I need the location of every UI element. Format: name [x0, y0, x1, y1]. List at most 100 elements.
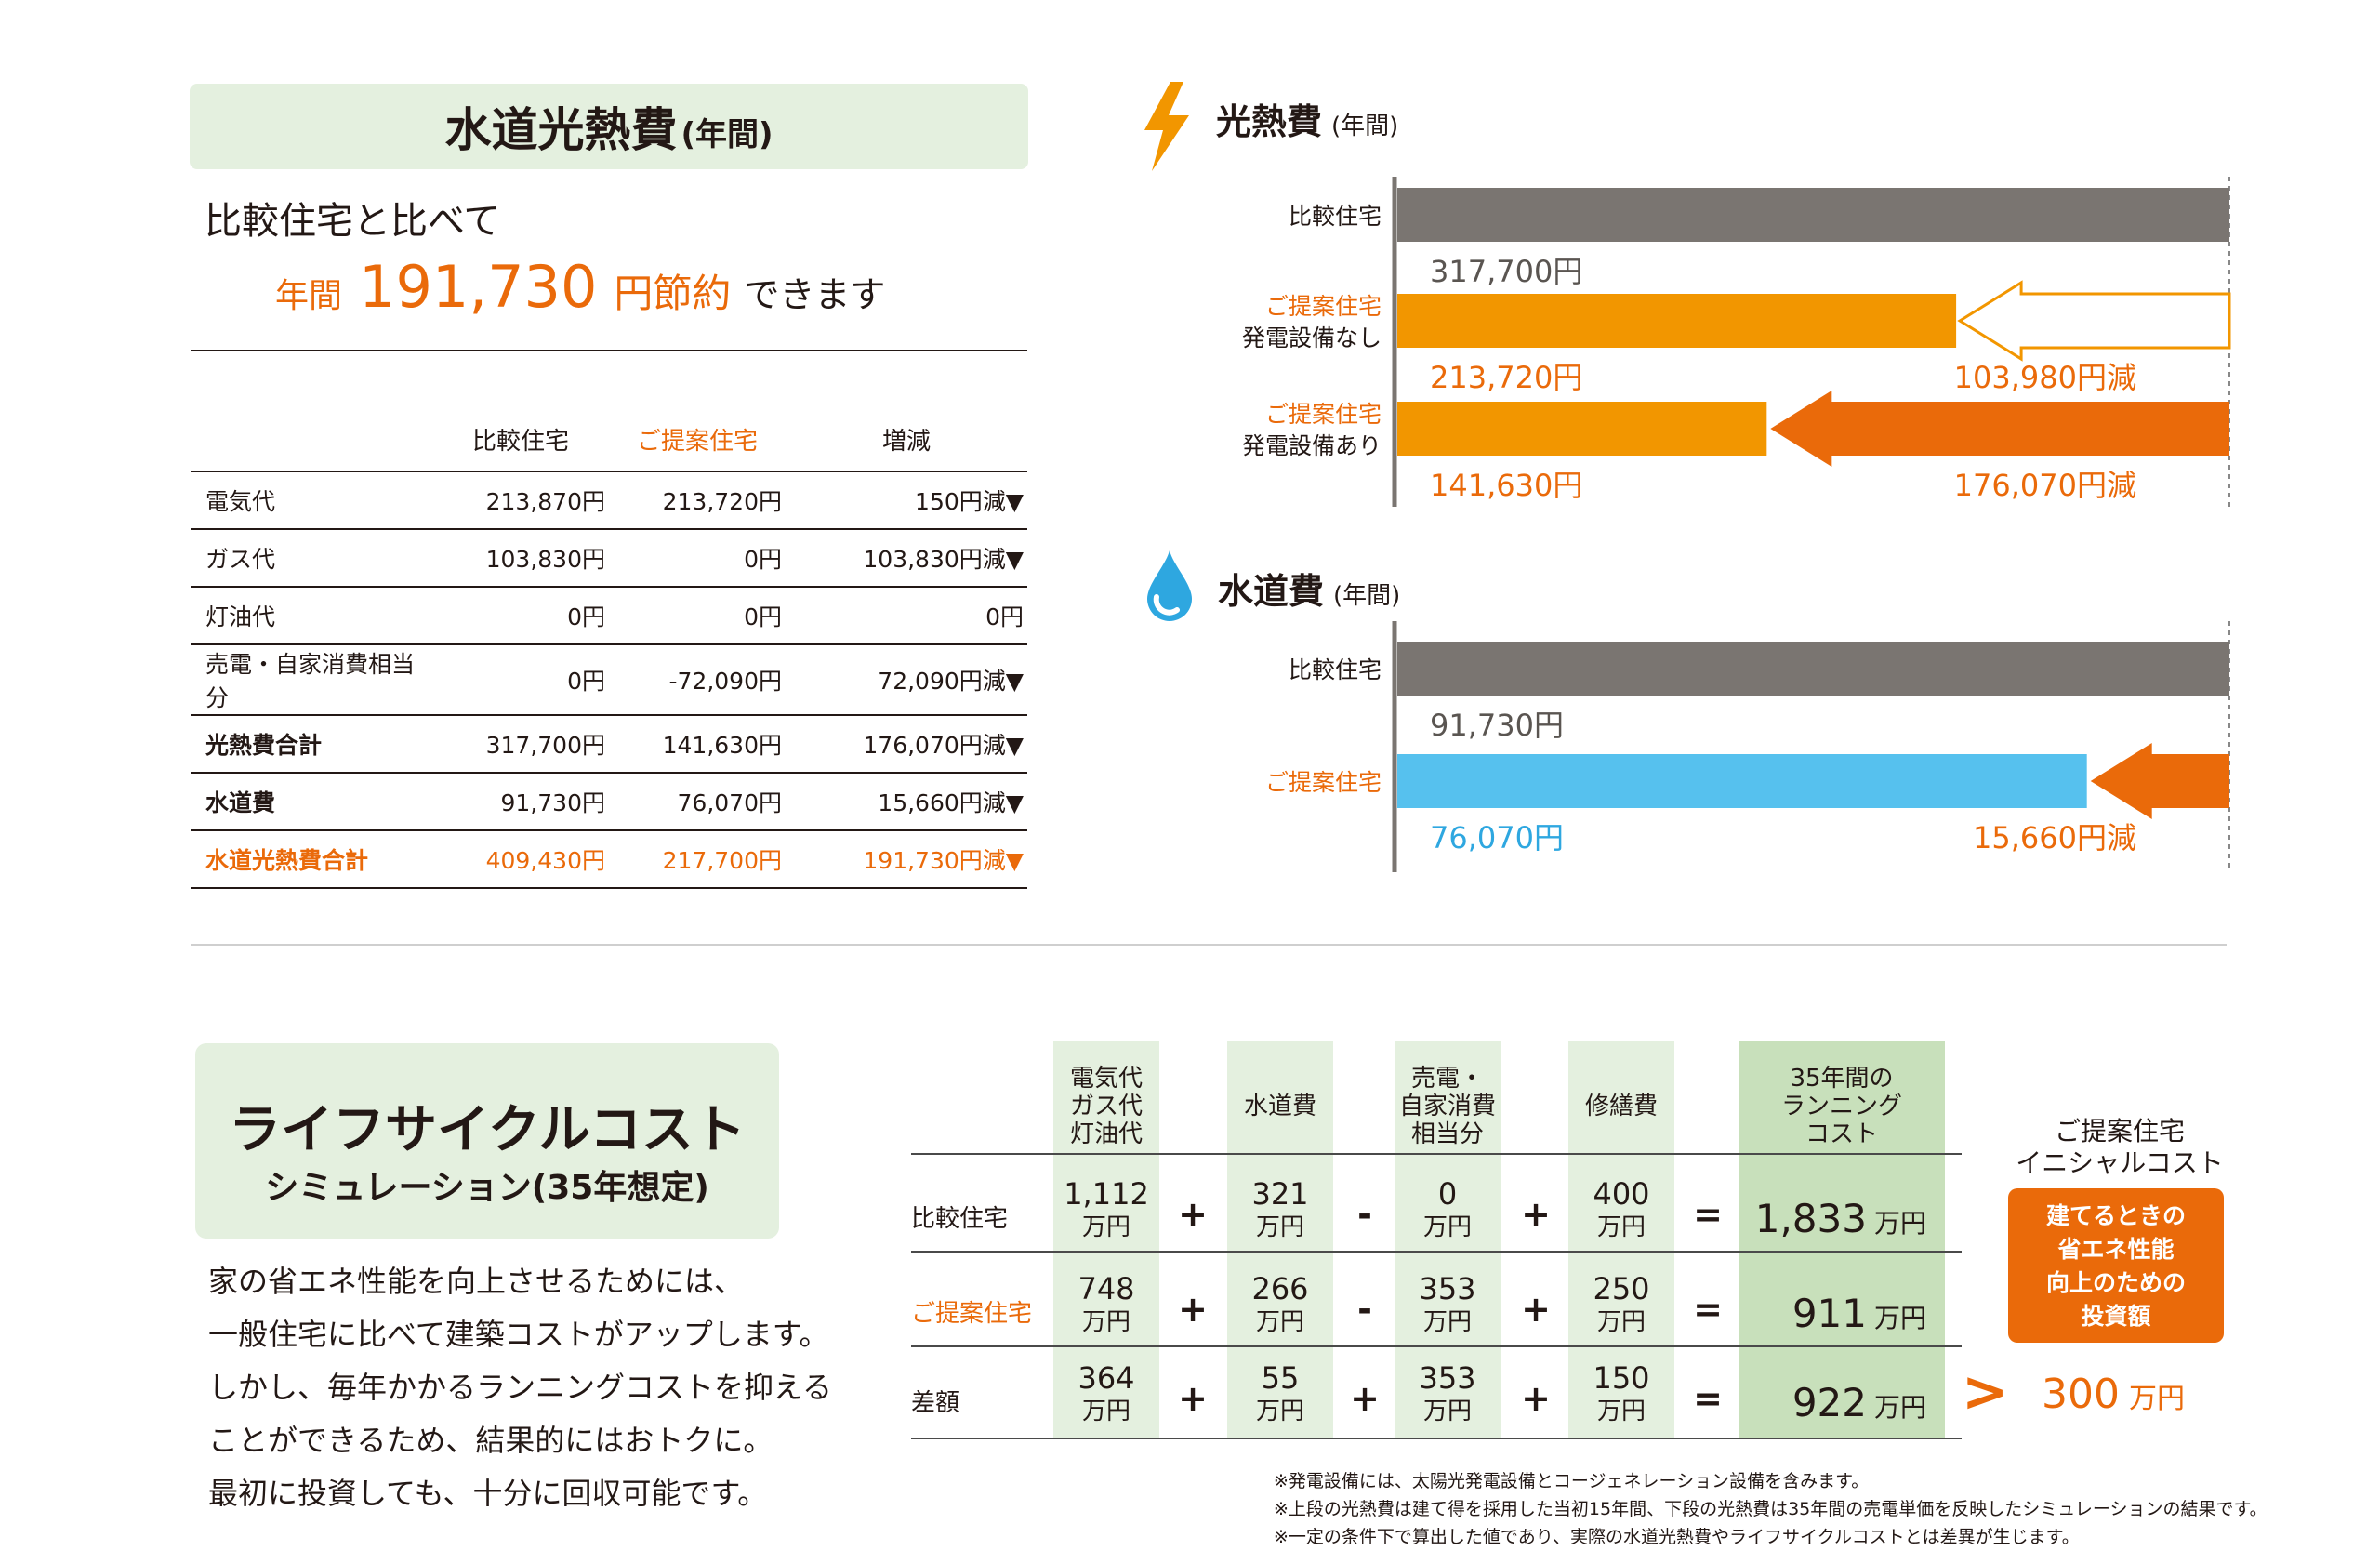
table-rule — [911, 1345, 1962, 1347]
cell-number: 55 — [1261, 1360, 1300, 1396]
column-header-line: 灯油代 — [1069, 1120, 1143, 1148]
cell-unit: 万円 — [1081, 1308, 1130, 1336]
greater-than-symbol: > — [1962, 1359, 2009, 1425]
water-chart-title-text: 水道費 — [1218, 571, 1325, 612]
description-line: ことができるため、結果的にはおトクに。 — [208, 1423, 774, 1458]
running-total-number: 1,833 — [1754, 1196, 1867, 1241]
utility-heading: 水道光熱費 (年間) — [190, 84, 1028, 169]
operator: + — [1521, 1378, 1551, 1419]
cell-unit: 万円 — [1422, 1308, 1472, 1336]
operator: = — [1693, 1289, 1723, 1330]
value-label: 141,630円 — [1430, 468, 1582, 503]
initial-cost-title: ご提案住宅 イニシャルコスト — [1999, 1116, 2241, 1179]
column-header-line: ランニング — [1780, 1093, 1902, 1120]
reduction-label: 176,070円減 — [1954, 468, 2136, 503]
lifecycle-heading: ライフサイクルコスト シミュレーション(35年想定) — [195, 1043, 779, 1239]
footnote-line: ※発電設備には、太陽光発電設備とコージェネレーション設備を含みます。 — [1274, 1471, 1870, 1491]
running-total-number: 922 — [1792, 1380, 1867, 1425]
cell-value: 1,112 万円 — [1053, 1177, 1159, 1244]
cell-value: 364 万円 — [1053, 1361, 1159, 1428]
operator: = — [1693, 1378, 1723, 1419]
saving-amount: 191,730 — [359, 253, 598, 321]
bar — [1397, 642, 2229, 696]
running-total: 911 万円 — [1739, 1291, 1926, 1336]
bar — [1397, 754, 2087, 808]
operator: + — [1178, 1378, 1208, 1419]
column-header-line: 自家消費 — [1398, 1093, 1496, 1120]
description-line: 家の省エネ性能を向上させるためには、 — [208, 1264, 745, 1299]
operator: + — [1350, 1378, 1380, 1419]
table-row: 灯油代 0円 0円 0円 — [191, 587, 1027, 645]
cell-diff: 0円 — [786, 587, 1027, 645]
operator: = — [1693, 1194, 1723, 1235]
table-header-proposal: ご提案住宅 — [609, 407, 786, 472]
cell-value: 266 万円 — [1227, 1272, 1333, 1339]
saving-prefix: 年間 — [275, 277, 343, 315]
cell-unit: 万円 — [1255, 1398, 1304, 1425]
initial-cost-box: 建てるときの 省エネ性能 向上のための 投資額 — [2008, 1188, 2224, 1343]
cell-value: 353 万円 — [1395, 1361, 1501, 1428]
cell-unit: 万円 — [1596, 1398, 1646, 1425]
operator: + — [1521, 1194, 1551, 1235]
table-row: ガス代 103,830円 0円 103,830円減▼ — [191, 529, 1027, 588]
divider-rule — [191, 350, 1027, 351]
cell-number: 364 — [1078, 1360, 1135, 1396]
cell-value: 0 万円 — [1395, 1177, 1501, 1244]
cell-proposal: 213,720円 — [609, 471, 786, 530]
running-total-unit: 万円 — [1873, 1208, 1926, 1239]
cell-value: 250 万円 — [1568, 1272, 1674, 1339]
row-label: 電気代 — [191, 471, 432, 530]
bar — [1397, 294, 1957, 348]
cell-unit: 万円 — [1422, 1213, 1472, 1241]
table-column — [1227, 1041, 1333, 1439]
cell-value: 400 万円 — [1568, 1177, 1674, 1244]
row-label: 光熱費合計 — [191, 715, 432, 774]
table-column — [1568, 1041, 1674, 1439]
cell-diff: 191,730円減▼ — [786, 830, 1027, 889]
operator: - — [1357, 1194, 1372, 1235]
table-row: 売電・自家消費相当分 0円 -72,090円 72,090円減▼ — [191, 644, 1027, 716]
initial-cost-box-line: 投資額 — [2081, 1303, 2151, 1330]
table-row: 電気代 213,870円 213,720円 150円減▼ — [191, 471, 1027, 530]
cell-proposal: 76,070円 — [609, 773, 786, 831]
cell-proposal: -72,090円 — [609, 644, 786, 716]
row-label: 水道費 — [191, 773, 432, 831]
cell-compare: 103,830円 — [432, 529, 609, 588]
table-header-blank — [191, 407, 432, 472]
description-line: 一般住宅に比べて建築コストがアップします。 — [208, 1317, 829, 1352]
column-header-line: 売電・ — [1410, 1065, 1484, 1093]
column-header-line: 35年間の — [1790, 1065, 1894, 1093]
cell-number: 250 — [1593, 1271, 1650, 1306]
category-label: ご提案住宅 — [1265, 769, 1382, 796]
reduction-label: 15,660円減 — [1973, 820, 2136, 855]
running-total-unit: 万円 — [1873, 1303, 1926, 1333]
reduction-arrow — [2090, 743, 2229, 819]
table-header-compare: 比較住宅 — [432, 407, 609, 472]
reduction-label: 103,980円減 — [1954, 360, 2136, 395]
row-label: 灯油代 — [191, 587, 432, 645]
cell-proposal: 217,700円 — [609, 830, 786, 889]
running-total-number: 911 — [1792, 1291, 1867, 1336]
saving-suffix: 円節約 — [614, 271, 732, 316]
cell-compare: 0円 — [432, 644, 609, 716]
operator: + — [1178, 1289, 1208, 1330]
row-label: 水道光熱費合計 — [191, 830, 432, 889]
footnotes: ※発電設備には、太陽光発電設備とコージェネレーション設備を含みます。 ※上段の光熱… — [1274, 1467, 2268, 1551]
cell-compare: 213,870円 — [432, 471, 609, 530]
initial-cost-number: 300 — [2042, 1371, 2120, 1418]
initial-cost-box-line: 省エネ性能 — [2057, 1236, 2175, 1263]
table-header-row: 比較住宅 ご提案住宅 増減 — [191, 407, 1027, 472]
initial-cost-unit: 万円 — [2128, 1383, 2185, 1415]
cell-diff: 72,090円減▼ — [786, 644, 1027, 716]
utility-title: 水道光熱費 — [444, 103, 678, 157]
cell-value: 55 万円 — [1227, 1361, 1333, 1428]
saving-tail: できます — [744, 274, 886, 315]
column-header: 水道費 — [1227, 1093, 1333, 1120]
table-rule — [911, 1251, 1962, 1253]
cell-number: 1,112 — [1064, 1176, 1149, 1212]
initial-cost-value: 300 万円 — [2042, 1371, 2185, 1418]
cell-number: 353 — [1419, 1271, 1476, 1306]
cell-compare: 317,700円 — [432, 715, 609, 774]
